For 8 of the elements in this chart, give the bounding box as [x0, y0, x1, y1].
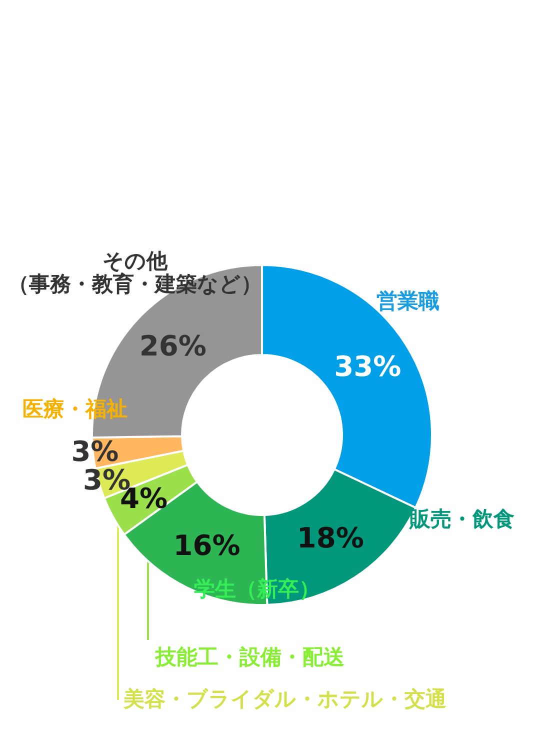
- slice-label: 美容・ブライダル・ホテル・交通: [122, 687, 446, 711]
- slice-label: 営業職: [376, 289, 440, 313]
- slice-label: 技能工・設備・配送: [154, 645, 344, 669]
- data-label: 18%: [296, 522, 364, 555]
- data-label: 26%: [139, 329, 206, 362]
- data-label: 16%: [173, 529, 240, 562]
- data-label: 33%: [334, 350, 402, 384]
- slice-label: 販売・飲食: [408, 507, 514, 531]
